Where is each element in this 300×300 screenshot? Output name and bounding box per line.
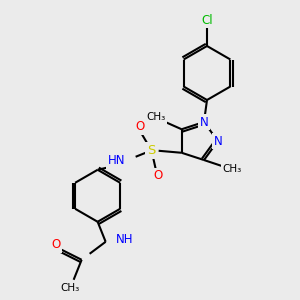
Text: HN: HN: [108, 154, 126, 167]
Text: CH₃: CH₃: [146, 112, 165, 122]
Text: CH₃: CH₃: [222, 164, 242, 174]
Text: N: N: [213, 134, 222, 148]
Text: O: O: [51, 238, 60, 251]
Text: NH: NH: [116, 233, 133, 246]
Text: CH₃: CH₃: [60, 283, 79, 293]
Text: O: O: [153, 169, 162, 182]
Text: Cl: Cl: [201, 14, 213, 26]
Text: S: S: [148, 144, 156, 157]
Text: O: O: [135, 120, 144, 133]
Text: N: N: [200, 116, 208, 128]
